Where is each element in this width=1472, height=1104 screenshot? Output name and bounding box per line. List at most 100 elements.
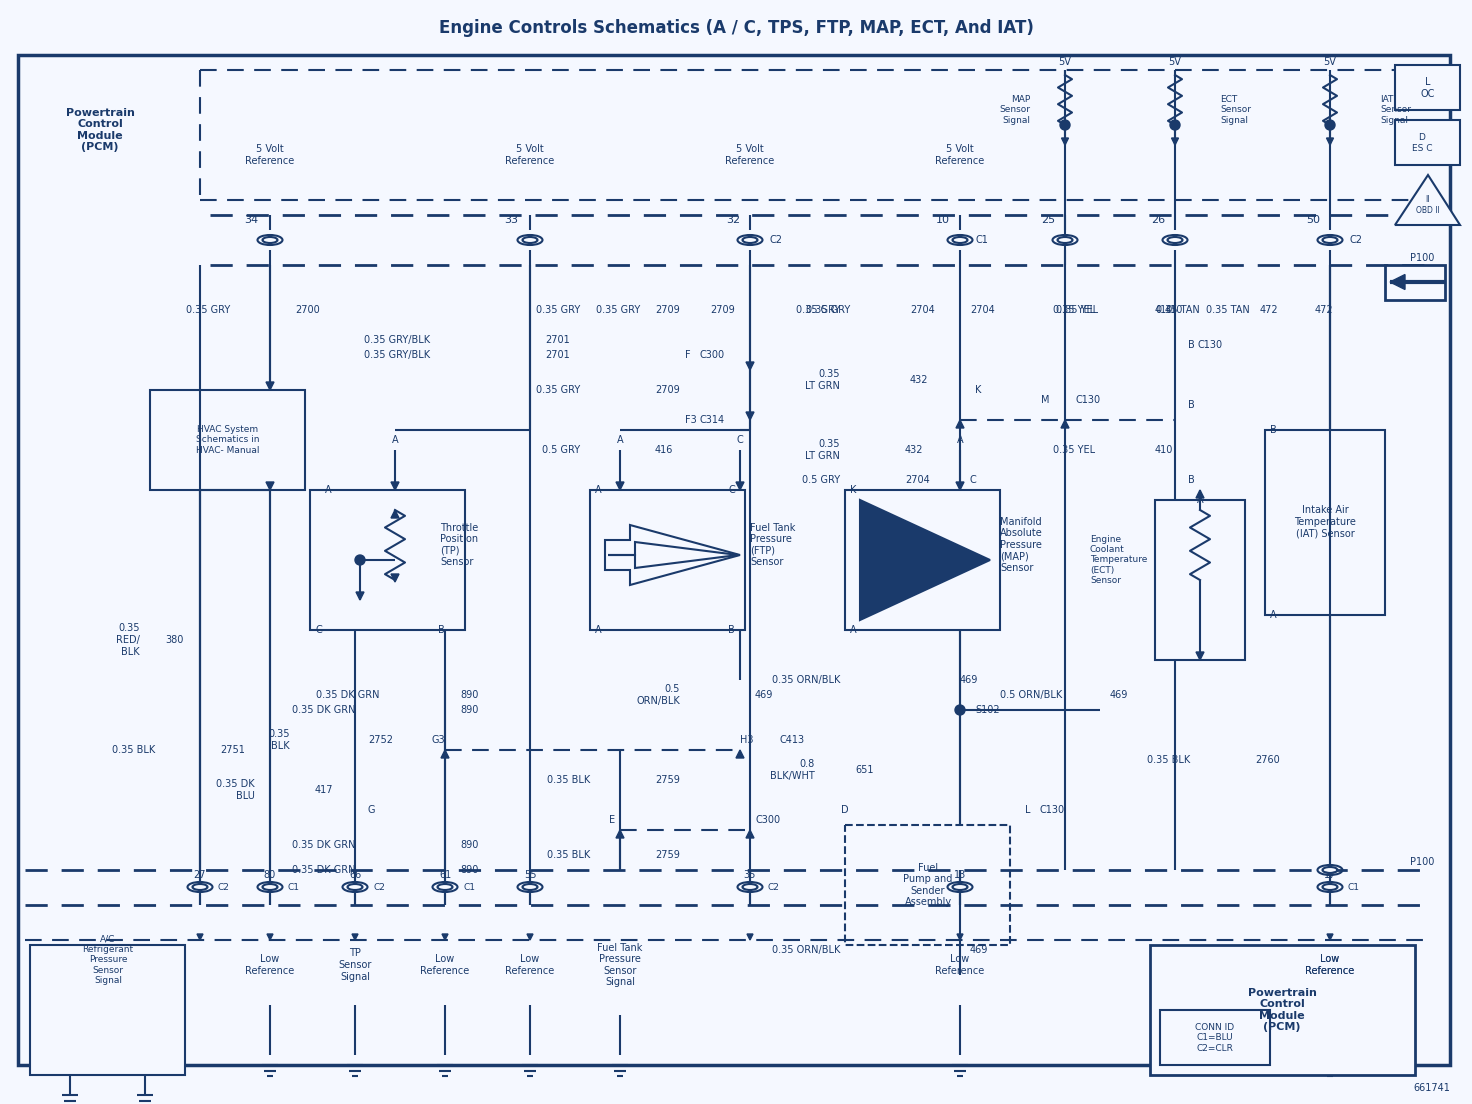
Text: C: C [736, 435, 743, 445]
Ellipse shape [1323, 885, 1337, 889]
Polygon shape [527, 934, 533, 940]
Text: 0.35
BLK: 0.35 BLK [268, 730, 290, 751]
Text: ECT
Sensor
Signal: ECT Sensor Signal [1220, 95, 1251, 125]
Polygon shape [266, 382, 274, 390]
Text: G: G [368, 805, 375, 815]
Text: Powertrain
Control
Module
(PCM): Powertrain Control Module (PCM) [1248, 988, 1316, 1032]
Ellipse shape [1169, 238, 1182, 242]
Bar [29, 945, 185, 1075]
Ellipse shape [743, 885, 757, 889]
Bar [1156, 500, 1245, 660]
Ellipse shape [1058, 238, 1072, 242]
Text: HVAC System
Schematics in
HVAC- Manual: HVAC System Schematics in HVAC- Manual [196, 425, 259, 455]
Polygon shape [736, 482, 743, 490]
Bar [150, 390, 305, 490]
Text: 0.35 DK GRN: 0.35 DK GRN [291, 840, 355, 850]
Text: 0.35 ORN/BLK: 0.35 ORN/BLK [771, 945, 841, 955]
Text: S102: S102 [974, 705, 999, 715]
Text: 66: 66 [349, 870, 361, 880]
Text: 469: 469 [755, 690, 773, 700]
Text: F3: F3 [684, 415, 696, 425]
Bar [1264, 429, 1385, 615]
Text: 5 Volt
Reference: 5 Volt Reference [505, 145, 555, 166]
Text: K: K [849, 485, 857, 495]
Text: 410: 410 [1156, 445, 1173, 455]
Bar [845, 825, 1010, 945]
Text: A: A [617, 435, 623, 445]
Text: 472: 472 [1260, 305, 1279, 315]
Ellipse shape [193, 885, 206, 889]
Text: B: B [1188, 340, 1195, 350]
Text: A: A [595, 485, 602, 495]
Text: C130: C130 [1075, 395, 1100, 405]
Text: 5V: 5V [1169, 57, 1182, 67]
Bar [311, 490, 465, 630]
Text: 0.35 BLK: 0.35 BLK [112, 745, 155, 755]
Ellipse shape [439, 885, 452, 889]
Text: 2760: 2760 [1256, 755, 1279, 765]
Text: 0.35 GRY: 0.35 GRY [185, 305, 230, 315]
Ellipse shape [743, 238, 757, 242]
Text: 0.35 TAN: 0.35 TAN [1156, 305, 1200, 315]
Text: P100: P100 [1410, 857, 1434, 867]
Text: 417: 417 [315, 785, 334, 795]
Text: A: A [849, 625, 857, 635]
Text: 27: 27 [194, 870, 206, 880]
Circle shape [1170, 120, 1181, 130]
Text: C2: C2 [372, 882, 384, 892]
Text: 410: 410 [1164, 305, 1183, 315]
Text: 2704: 2704 [910, 305, 935, 315]
Polygon shape [1390, 275, 1404, 289]
Text: D
ES C: D ES C [1412, 134, 1432, 152]
Text: C1: C1 [289, 882, 300, 892]
Ellipse shape [1323, 868, 1337, 872]
Text: A: A [325, 485, 331, 495]
Text: Low
Reference: Low Reference [421, 954, 470, 976]
Text: 0.5 ORN/BLK: 0.5 ORN/BLK [999, 690, 1063, 700]
Text: C1: C1 [1348, 882, 1360, 892]
Circle shape [1060, 120, 1070, 130]
Text: 0.5 GRY: 0.5 GRY [542, 445, 580, 455]
Ellipse shape [349, 885, 362, 889]
Polygon shape [1395, 176, 1460, 225]
Text: B: B [1188, 400, 1195, 410]
Ellipse shape [263, 238, 277, 242]
Text: H3: H3 [740, 735, 754, 745]
Text: 890: 890 [459, 840, 478, 850]
Text: 890: 890 [459, 705, 478, 715]
Bar [1150, 945, 1415, 1075]
Text: 2701: 2701 [545, 335, 570, 344]
Text: K: K [974, 385, 982, 395]
Polygon shape [352, 934, 358, 940]
Bar [590, 490, 745, 630]
Polygon shape [1172, 138, 1179, 145]
Text: D: D [841, 805, 849, 815]
Ellipse shape [954, 885, 967, 889]
Text: 890: 890 [459, 866, 478, 875]
Text: C300: C300 [701, 350, 726, 360]
Text: 661741: 661741 [1413, 1083, 1450, 1093]
Polygon shape [392, 574, 399, 582]
Text: 35: 35 [743, 870, 757, 880]
Text: 0.5
ORN/BLK: 0.5 ORN/BLK [636, 684, 680, 705]
Text: B: B [1270, 425, 1276, 435]
Polygon shape [615, 830, 624, 838]
Text: 55: 55 [524, 870, 536, 880]
Text: 0.35
RED/
BLK: 0.35 RED/ BLK [116, 624, 140, 657]
Polygon shape [615, 482, 624, 490]
Text: 5V: 5V [1058, 57, 1072, 67]
Polygon shape [746, 830, 754, 838]
Text: C130: C130 [1198, 340, 1223, 350]
Text: L
OC: L OC [1420, 77, 1435, 98]
Bar [1160, 1010, 1270, 1065]
Polygon shape [1061, 138, 1069, 145]
Circle shape [955, 705, 966, 715]
Text: II
OBD II: II OBD II [1416, 195, 1440, 214]
Text: 80: 80 [263, 870, 277, 880]
Text: Fuel Tank
Pressure
Sensor
Signal: Fuel Tank Pressure Sensor Signal [598, 943, 643, 987]
Text: 0.35 GRY: 0.35 GRY [596, 305, 640, 315]
Text: L: L [1025, 805, 1030, 815]
Text: Engine Controls Schematics (A / C, TPS, FTP, MAP, ECT, And IAT): Engine Controls Schematics (A / C, TPS, … [439, 19, 1033, 38]
Text: 2752: 2752 [368, 735, 393, 745]
Polygon shape [392, 510, 399, 518]
